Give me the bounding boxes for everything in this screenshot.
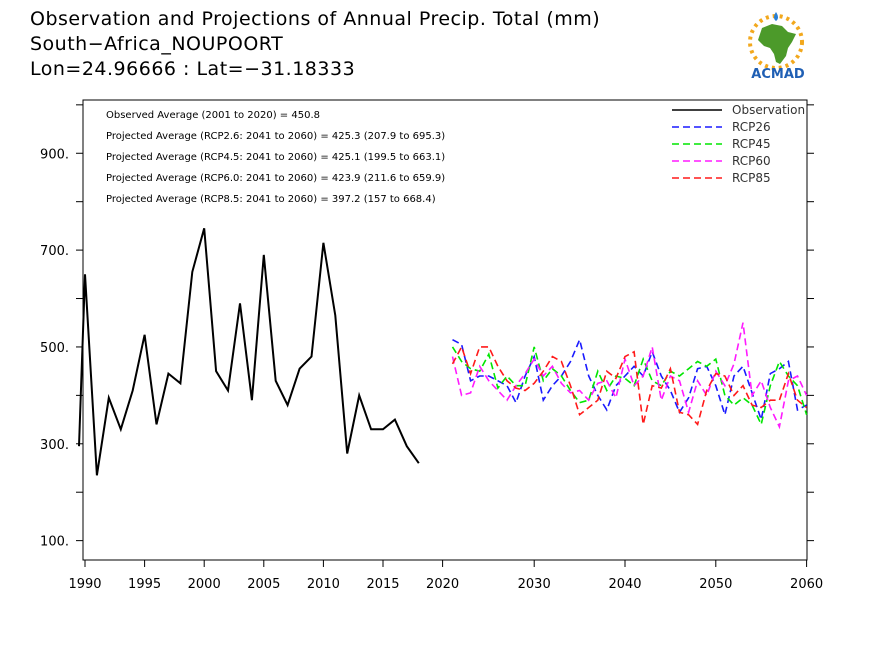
x-tick-label: 2020 [426,577,459,592]
x-tick-label: 2030 [518,577,551,592]
series-group [78,228,808,476]
legend-label-rcp45: RCP45 [732,137,771,151]
station-coordinates: Lon=24.96666 : Lat=−31.18333 [30,58,356,80]
logo-text: ACMAD [751,67,805,82]
stat-annotation: Projected Average (RCP2.6: 2041 to 2060)… [106,131,445,142]
stat-annotation: Projected Average (RCP8.5: 2041 to 2060)… [106,194,436,205]
legend-label-rcp85: RCP85 [732,171,771,185]
stat-annotation: Projected Average (RCP6.0: 2041 to 2060)… [106,173,445,184]
legend: Observation RCP26 RCP45 RCP60 RCP85 [672,103,805,185]
series-line-rcp85 [451,344,808,427]
water-drop-icon [774,12,778,21]
legend-label-observation: Observation [732,103,805,117]
x-tick-label: 2005 [247,577,280,592]
x-tick-label: 2050 [699,577,732,592]
series-line-observation [78,228,420,476]
y-tick-label: 100. [40,535,69,550]
x-tick-label: 2040 [608,577,641,592]
africa-continent-logo-icon: ACMAD [748,12,805,82]
station-name: South−Africa_NOUPOORT [30,33,284,55]
y-tick-label: 500. [40,341,69,356]
plot-frame [82,99,808,561]
stat-annotation: Observed Average (2001 to 2020) = 450.8 [106,110,320,121]
y-tick-label: 300. [40,438,69,453]
y-tick-label: 700. [40,244,69,259]
x-tick-label: 1990 [68,577,101,592]
legend-label-rcp26: RCP26 [732,120,771,134]
x-tick-label: 2000 [188,577,221,592]
x-tick-label: 2010 [307,577,340,592]
chart-title: Observation and Projections of Annual Pr… [30,8,601,30]
annotations-group: Observed Average (2001 to 2020) = 450.8 P… [106,110,445,205]
stat-annotation: Projected Average (RCP4.5: 2041 to 2060)… [106,152,445,163]
x-tick-label: 1995 [128,577,161,592]
series-line-rcp45 [451,346,808,427]
legend-label-rcp60: RCP60 [732,154,771,168]
acmad-logo: ACMAD [738,8,818,84]
x-tick-label: 2060 [790,577,823,592]
axis-ticks: 100. 300. 500. 700. 900. 1990 1995 2000 2005 2010… [40,104,823,592]
series-line-rcp60 [451,322,808,430]
africa-shape-icon [758,24,796,64]
x-tick-label: 2015 [366,577,399,592]
y-tick-label: 900. [40,147,69,162]
